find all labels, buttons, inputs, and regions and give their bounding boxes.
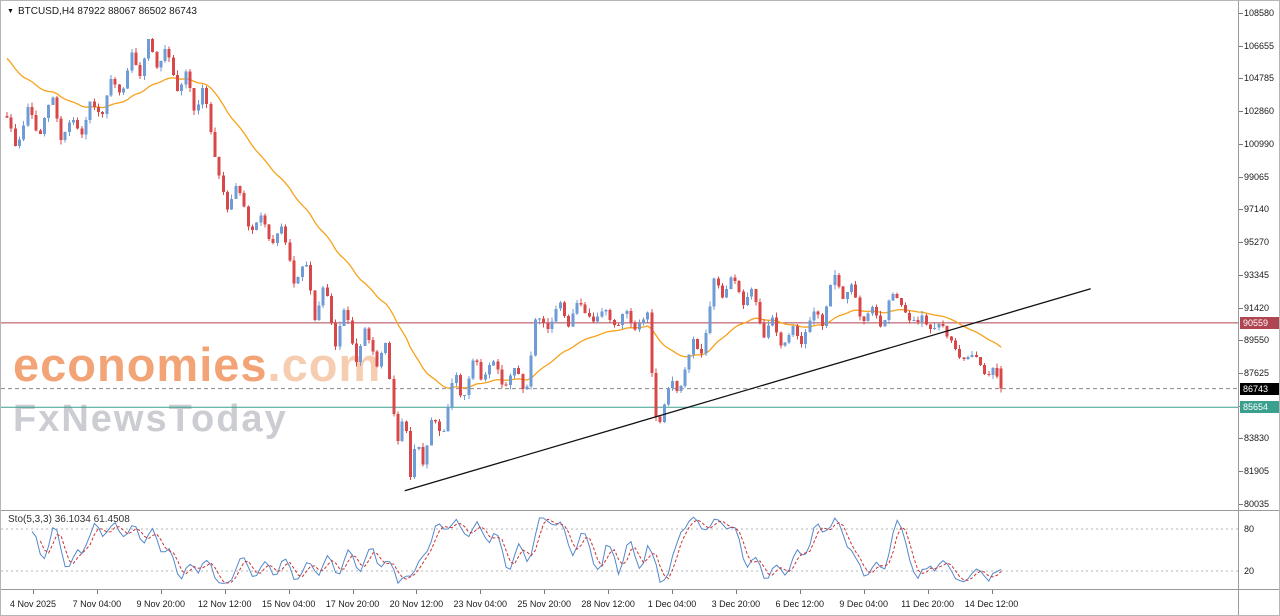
time-axis-label: 7 Nov 04:00: [72, 599, 122, 609]
price-axis-tick: [1239, 471, 1243, 473]
time-axis-tick: [927, 590, 929, 594]
price-axis-tick: [1239, 438, 1243, 440]
time-axis-label: 4 Nov 2025: [9, 599, 57, 609]
price-axis-label: 83830: [1244, 433, 1270, 444]
time-axis-tick: [160, 590, 162, 594]
price-axis-label: 104785: [1244, 73, 1275, 84]
price-axis-label: 97140: [1244, 204, 1270, 215]
price-axis-tick: [1239, 274, 1243, 276]
price-axis-label: 91420: [1244, 302, 1270, 313]
price-axis-tick: [1239, 373, 1243, 375]
time-axis-label: 3 Dec 20:00: [711, 599, 761, 609]
time-axis-label: 20 Nov 12:00: [389, 599, 444, 609]
price-line-tag: 86743: [1240, 383, 1279, 395]
chart-symbol-label: ▼ BTCUSD,H4 87922 88067 86502 86743: [7, 6, 197, 17]
time-axis-label: 25 Nov 20:00: [517, 599, 571, 609]
stochastic-canvas[interactable]: [1, 511, 1238, 589]
price-axis-tick: [1239, 242, 1243, 244]
chart-ohlc-text: BTCUSD,H4 87922 88067 86502 86743: [17, 6, 197, 17]
time-axis-tick: [288, 590, 290, 594]
time-axis-label: 28 Nov 12:00: [581, 599, 635, 609]
axis-separator: [1238, 1, 1239, 615]
price-axis-tick: [1239, 307, 1243, 309]
indicator-axis[interactable]: 80 20: [1239, 511, 1279, 589]
time-axis-label: 9 Nov 20:00: [136, 599, 186, 609]
price-axis-label: 100990: [1244, 138, 1275, 149]
time-axis-tick: [224, 590, 226, 594]
time-axis-tick: [735, 590, 737, 594]
time-axis-label: 12 Nov 12:00: [197, 599, 252, 609]
watermark-brand-text: economies: [13, 338, 268, 391]
time-axis[interactable]: 4 Nov 2025 7 Nov 04:00 9 Nov 20:00 12 Nov 1…: [1, 590, 1238, 615]
indicator-label: Sto(5,3,3) 36.1034 61.4508: [8, 514, 130, 525]
price-axis-label: 87625: [1244, 368, 1270, 379]
price-axis-label: 106655: [1244, 40, 1275, 51]
time-axis-label: 9 Dec 04:00: [839, 599, 888, 609]
price-axis-tick: [1239, 209, 1243, 211]
price-axis[interactable]: 108580 106655 104785 102860 100990 99065 97140…: [1239, 1, 1279, 511]
price-axis-tick: [1239, 45, 1243, 47]
time-axis-tick: [544, 590, 546, 594]
price-axis-tick: [1239, 143, 1243, 145]
time-axis-tick: [799, 590, 801, 594]
price-axis-tick: [1239, 78, 1243, 80]
watermark-subbrand-text: FxNewsToday: [13, 397, 288, 440]
price-axis-tick: [1239, 13, 1243, 14]
price-axis-label: 102860: [1244, 106, 1275, 117]
price-axis-label: 81905: [1244, 466, 1270, 477]
price-axis-tick: [1239, 111, 1243, 113]
time-axis-tick: [480, 590, 482, 594]
price-line-tag: 90559: [1240, 317, 1279, 329]
price-axis-tick: [1239, 503, 1243, 505]
price-axis-tick: [1239, 340, 1243, 342]
time-axis-tick: [96, 590, 98, 594]
panel-splitter[interactable]: [1, 589, 1279, 590]
time-axis-label: 6 Dec 12:00: [775, 599, 825, 609]
price-axis-tick: [1239, 176, 1243, 178]
main-chart-canvas[interactable]: [1, 1, 1238, 510]
indicator-level-label: 20: [1244, 566, 1255, 576]
time-axis-tick: [672, 590, 673, 594]
price-axis-label: 95270: [1244, 237, 1270, 248]
time-axis-tick: [608, 590, 610, 594]
time-axis-tick: [863, 590, 865, 594]
time-axis-tick: [416, 590, 418, 594]
time-axis-label: 1 Dec 04:00: [647, 599, 697, 609]
price-axis-label: 89550: [1244, 335, 1270, 346]
panel-splitter[interactable]: [1, 510, 1279, 511]
time-axis-label: 15 Nov 04:00: [261, 599, 316, 609]
indicator-level-label: 80: [1244, 524, 1255, 534]
time-axis-label: 11 Dec 20:00: [901, 599, 955, 609]
time-axis-label: 14 Dec 12:00: [964, 599, 1019, 609]
price-axis-label: 93345: [1244, 269, 1270, 280]
price-axis-label: 108580: [1244, 8, 1275, 18]
price-axis-label: 99065: [1244, 171, 1270, 182]
symbol-dropdown-icon[interactable]: ▼: [7, 8, 14, 15]
time-axis-tick: [991, 590, 993, 594]
time-axis-tick: [352, 590, 354, 594]
time-axis-label: 17 Nov 20:00: [325, 599, 380, 609]
time-axis-label: 23 Nov 04:00: [453, 599, 508, 609]
price-line-tag: 85654: [1240, 401, 1279, 413]
time-axis-tick: [33, 590, 34, 594]
price-axis-label: 80035: [1244, 498, 1270, 509]
